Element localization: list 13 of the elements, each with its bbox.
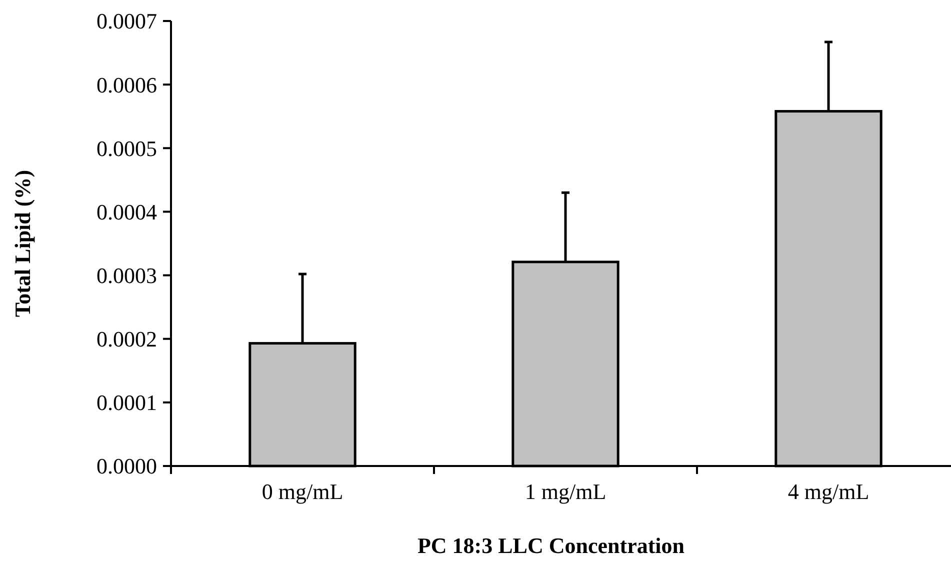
y-axis-title: Total Lipid (%) — [10, 170, 35, 318]
y-tick-label: 0.0007 — [96, 8, 157, 34]
x-tick-label: 1 mg/mL — [524, 479, 606, 504]
y-tick-label: 0.0000 — [96, 454, 157, 479]
y-tick-label: 0.0003 — [96, 262, 157, 288]
x-tick-label: 4 mg/mL — [788, 479, 870, 504]
y-tick-label: 0.0004 — [96, 199, 157, 224]
y-tick-label: 0.0006 — [96, 72, 157, 98]
y-tick-label: 0.0005 — [96, 136, 157, 161]
y-tick-label: 0.0002 — [96, 326, 157, 352]
y-tick-label: 0.0001 — [96, 390, 157, 416]
x-axis-title: PC 18:3 LLC Concentration — [417, 533, 685, 558]
x-tick-label: 0 mg/mL — [262, 479, 344, 504]
